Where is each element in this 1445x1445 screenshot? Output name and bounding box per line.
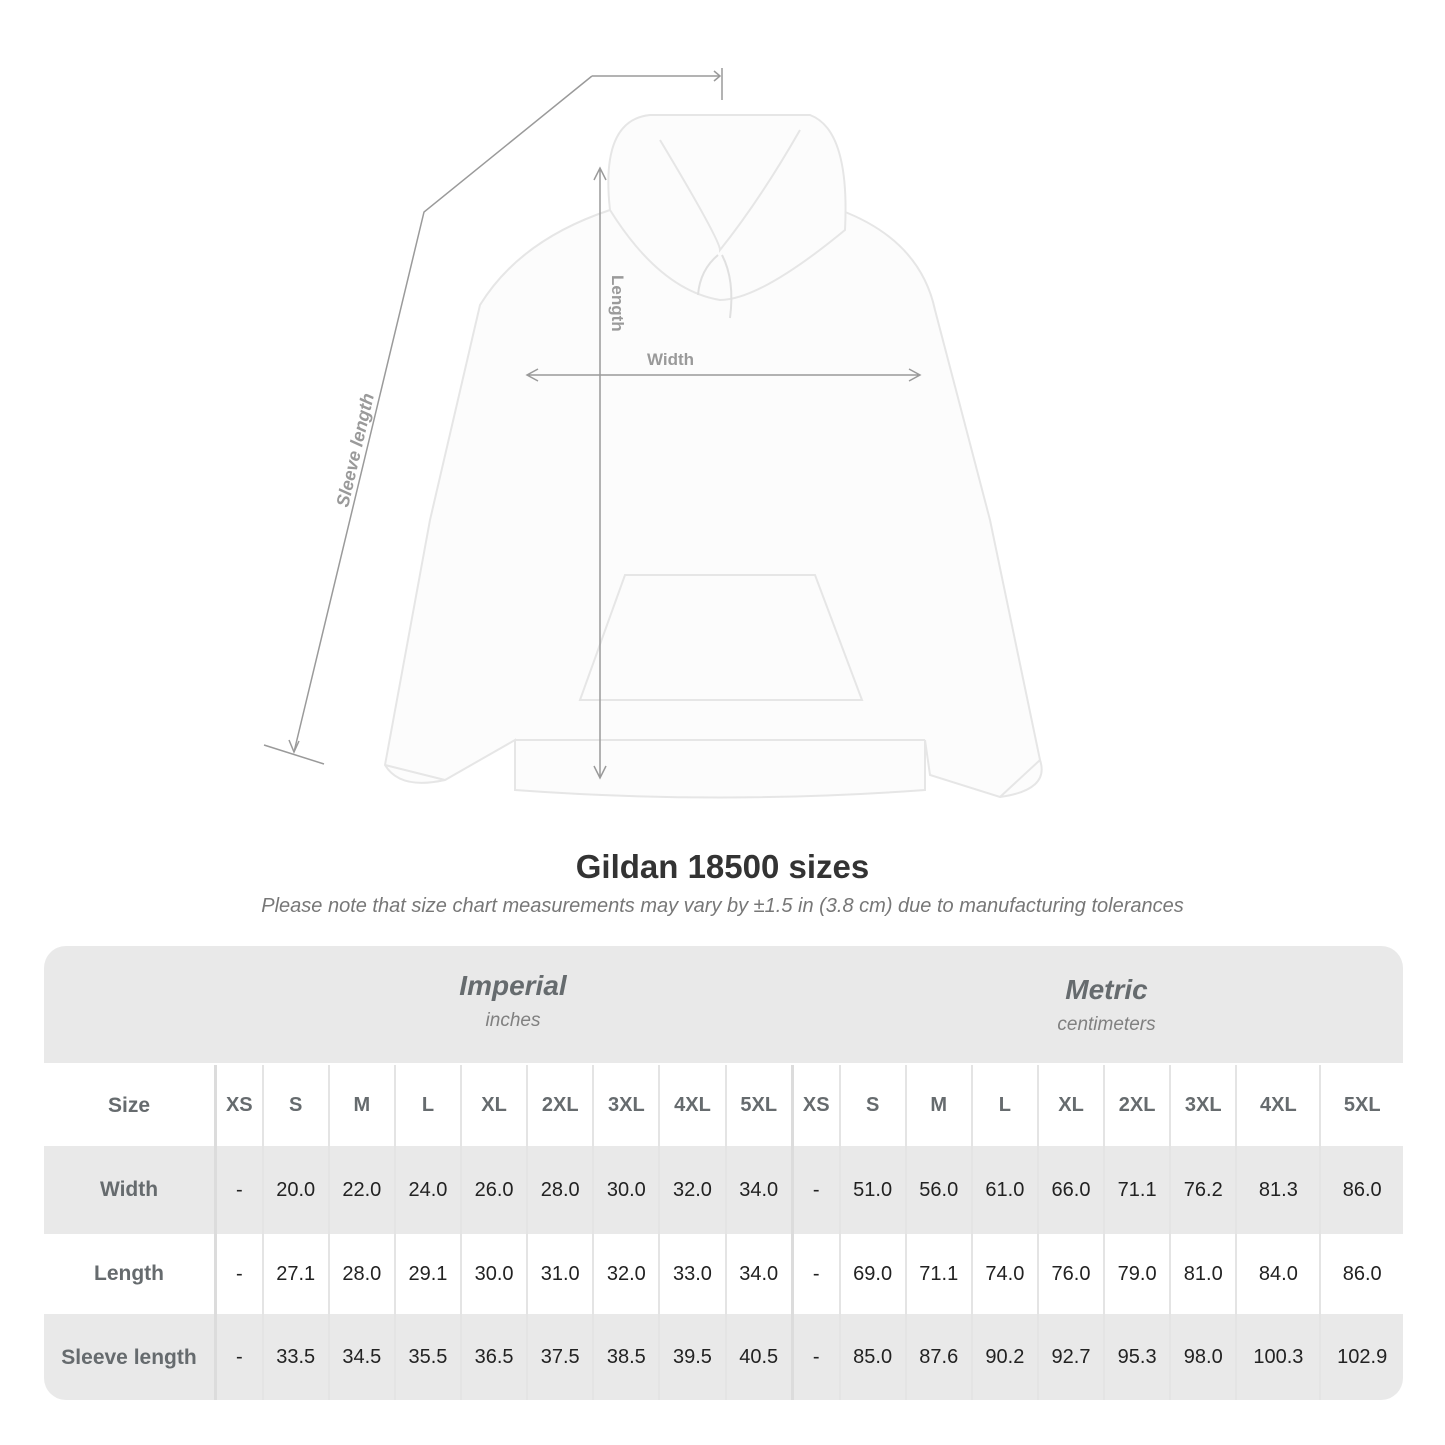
metric-value: 92.7 (1036, 1314, 1105, 1400)
metric-size-xl: XL (1036, 1065, 1105, 1146)
imperial-value: 20.0 (261, 1146, 329, 1234)
metric-value: 87.6 (904, 1314, 972, 1400)
imperial-value: 28.0 (327, 1234, 395, 1314)
imperial-value: 38.5 (592, 1314, 660, 1400)
imperial-value: 22.0 (327, 1146, 395, 1234)
imperial-value: - (214, 1146, 263, 1234)
metric-header: Metric centimeters (810, 946, 1403, 1063)
imperial-size-5xl: 5XL (724, 1065, 793, 1146)
imperial-value: - (214, 1234, 263, 1314)
imperial-value: 26.0 (460, 1146, 528, 1234)
imperial-size-xl: XL (460, 1065, 528, 1146)
metric-size-2xl: 2XL (1103, 1065, 1171, 1146)
metric-size-5xl: 5XL (1319, 1065, 1403, 1146)
imperial-value: 27.1 (261, 1234, 329, 1314)
metric-value: 100.3 (1235, 1314, 1321, 1400)
imperial-size-3xl: 3XL (592, 1065, 660, 1146)
imperial-value: - (214, 1314, 263, 1400)
metric-value: - (790, 1146, 840, 1234)
imperial-value: 33.0 (658, 1234, 726, 1314)
imperial-value: 37.5 (526, 1314, 594, 1400)
metric-value: 86.0 (1319, 1234, 1403, 1314)
size-table: Imperial inches Metric centimeters Size X… (44, 946, 1403, 1400)
metric-value: 95.3 (1103, 1314, 1171, 1400)
metric-value: 85.0 (838, 1314, 906, 1400)
metric-value: 81.0 (1169, 1234, 1237, 1314)
imperial-value: 32.0 (658, 1146, 726, 1234)
imperial-value: 33.5 (261, 1314, 329, 1400)
imperial-value: 29.1 (393, 1234, 462, 1314)
metric-value: 76.0 (1036, 1234, 1105, 1314)
hoodie-image (383, 114, 1043, 799)
imperial-size-s: S (261, 1065, 329, 1146)
hoodie-illustration: Sleeve length Length Width (263, 68, 1043, 799)
imperial-title: Imperial (459, 970, 567, 1001)
metric-value: 71.1 (1103, 1146, 1171, 1234)
imperial-value: 39.5 (658, 1314, 726, 1400)
size-grid: Size XS S M L XL 2XL 3XL 4XL 5XL XS S M L XL 2XL 3XL 4XL 5… (44, 1065, 1403, 1400)
metric-size-3xl: 3XL (1169, 1065, 1237, 1146)
metric-value: 69.0 (838, 1234, 906, 1314)
metric-value: - (790, 1234, 840, 1314)
metric-value: 51.0 (838, 1146, 906, 1234)
imperial-value: 30.0 (592, 1146, 660, 1234)
metric-value: 71.1 (904, 1234, 972, 1314)
imperial-size-m: M (327, 1065, 395, 1146)
table-row: Sleeve length -33.5 34.5 35.5 36.5 37.5 38.5 39… (44, 1314, 1403, 1400)
imperial-value: 28.0 (526, 1146, 594, 1234)
imperial-value: 36.5 (460, 1314, 528, 1400)
metric-value: 98.0 (1169, 1314, 1237, 1400)
sleeve-length-label: Sleeve length (332, 391, 378, 509)
metric-value: 86.0 (1319, 1146, 1403, 1234)
imperial-value: 34.5 (327, 1314, 395, 1400)
imperial-value: 32.0 (592, 1234, 660, 1314)
imperial-value: 34.0 (724, 1146, 793, 1234)
metric-value: 74.0 (970, 1234, 1038, 1314)
table-row: Width -20.0 22.0 24.0 26.0 28.0 30.0 32.0 34.0-5… (44, 1146, 1403, 1234)
metric-size-m: M (904, 1065, 972, 1146)
page-title: Gildan 18500 sizes (575, 848, 870, 885)
unit-header-band (44, 946, 1403, 1063)
imperial-value: 31.0 (526, 1234, 594, 1314)
imperial-value: 34.0 (724, 1234, 793, 1314)
metric-value: 79.0 (1103, 1234, 1171, 1314)
imperial-header: Imperial inches (216, 946, 810, 1063)
metric-value: 76.2 (1169, 1146, 1237, 1234)
metric-size-4xl: 4XL (1235, 1065, 1321, 1146)
metric-size-s: S (838, 1065, 906, 1146)
imperial-value: 30.0 (460, 1234, 528, 1314)
metric-value: 102.9 (1319, 1314, 1403, 1400)
metric-value: 90.2 (970, 1314, 1038, 1400)
imperial-size-l: L (393, 1065, 462, 1146)
metric-value: 56.0 (904, 1146, 972, 1234)
metric-unit: centimeters (1057, 1014, 1156, 1035)
metric-value: 66.0 (1036, 1146, 1105, 1234)
imperial-value: 40.5 (724, 1314, 793, 1400)
imperial-size-xs: XS (214, 1065, 263, 1146)
metric-value: 61.0 (970, 1146, 1038, 1234)
row-label: Sleeve length (44, 1314, 217, 1400)
row-label: Length (44, 1234, 217, 1314)
table-header-row: Size XS S M L XL 2XL 3XL 4XL 5XL XS S M L XL 2XL 3XL 4XL 5… (44, 1065, 1403, 1146)
size-header: Size (44, 1065, 217, 1146)
imperial-size-2xl: 2XL (526, 1065, 594, 1146)
metric-value: 84.0 (1235, 1234, 1321, 1314)
imperial-value: 35.5 (393, 1314, 462, 1400)
imperial-size-4xl: 4XL (658, 1065, 726, 1146)
imperial-unit: inches (485, 1010, 541, 1031)
metric-value: 81.3 (1235, 1146, 1321, 1234)
metric-size-l: L (970, 1065, 1038, 1146)
width-label: Width (647, 350, 694, 369)
row-label: Width (44, 1146, 217, 1234)
length-label: Length (608, 275, 627, 332)
measurement-lines (263, 68, 922, 780)
metric-title: Metric (1065, 974, 1148, 1005)
imperial-value: 24.0 (393, 1146, 462, 1234)
metric-value: - (790, 1314, 840, 1400)
tolerance-note: Please note that size chart measurements… (261, 895, 1184, 917)
table-row: Length -27.1 28.0 29.1 30.0 31.0 32.0 33.0 34.0-… (44, 1234, 1403, 1314)
metric-size-xs: XS (790, 1065, 840, 1146)
